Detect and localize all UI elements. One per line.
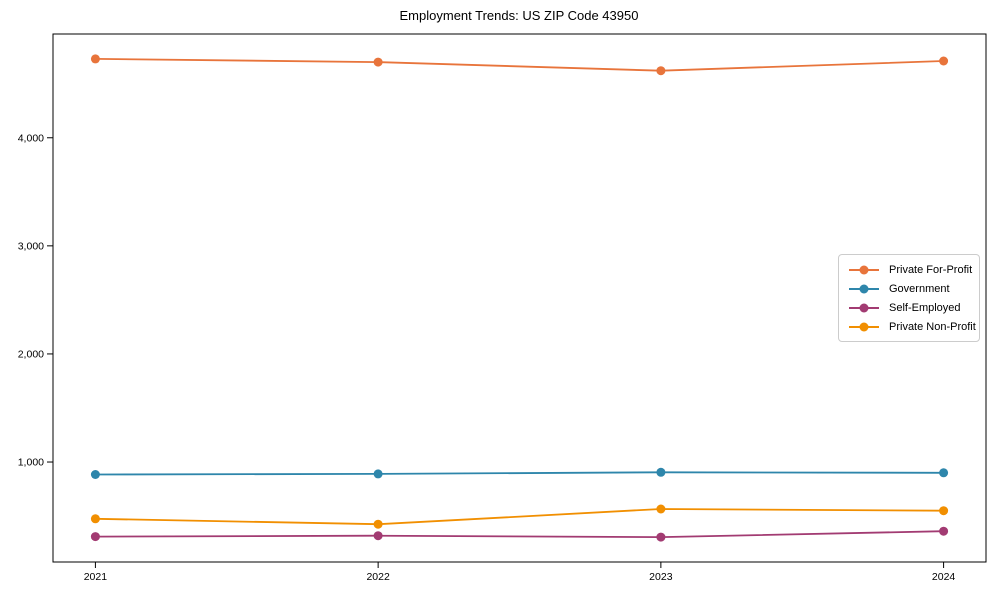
x-tick-label: 2024 bbox=[932, 571, 956, 583]
legend-dot-icon bbox=[859, 322, 869, 331]
legend-label: Private For-Profit bbox=[889, 263, 973, 276]
data-point bbox=[90, 532, 100, 542]
legend: Private For-Profit Government Self-Employe… bbox=[838, 254, 980, 342]
series-line-private-for-profit bbox=[94, 58, 945, 72]
x-tick-label: 2021 bbox=[84, 571, 108, 583]
x-tick-label: 2022 bbox=[366, 571, 390, 583]
data-point bbox=[656, 532, 666, 542]
data-point bbox=[373, 531, 383, 541]
legend-label: Government bbox=[889, 282, 950, 295]
data-point bbox=[373, 57, 383, 67]
data-point bbox=[939, 56, 949, 66]
y-tick-label: 4,000 bbox=[18, 132, 44, 144]
legend-dot-icon bbox=[859, 284, 869, 293]
data-point bbox=[939, 526, 949, 536]
data-point bbox=[656, 467, 666, 477]
legend-item: Private Non-Profit bbox=[845, 318, 976, 336]
data-point bbox=[90, 514, 100, 524]
data-point bbox=[656, 66, 666, 76]
plot-frame bbox=[52, 33, 987, 563]
chart-title: Employment Trends: US ZIP Code 43950 bbox=[400, 8, 639, 23]
legend-item: Private For-Profit bbox=[845, 261, 973, 279]
legend-line-marker-icon bbox=[849, 265, 879, 274]
data-point bbox=[90, 54, 100, 64]
data-point bbox=[373, 519, 383, 529]
legend-label: Private Non-Profit bbox=[889, 320, 976, 333]
legend-item: Self-Employed bbox=[845, 299, 973, 317]
y-tick-label: 2,000 bbox=[18, 348, 44, 360]
x-tick-label: 2023 bbox=[649, 571, 673, 583]
series-line-government bbox=[94, 471, 945, 476]
plot-area: 1,000 2,000 3,000 4,000 2021 2022 2023 2024 bbox=[18, 33, 987, 583]
legend-line-marker-icon bbox=[849, 303, 879, 312]
series-line-private-non-profit bbox=[94, 508, 945, 526]
legend-item: Government bbox=[845, 280, 973, 298]
y-tick-label: 3,000 bbox=[18, 240, 44, 252]
legend-dot-icon bbox=[859, 303, 869, 312]
data-point bbox=[373, 469, 383, 479]
legend-line-marker-icon bbox=[849, 284, 879, 293]
legend-label: Self-Employed bbox=[889, 301, 961, 314]
data-point bbox=[939, 468, 949, 478]
legend-line-marker-icon bbox=[849, 322, 879, 331]
data-point bbox=[939, 506, 949, 516]
data-point bbox=[90, 470, 100, 479]
y-tick-label: 1,000 bbox=[18, 457, 44, 469]
data-point bbox=[656, 504, 666, 514]
series-line-self-employed bbox=[94, 530, 945, 538]
legend-dot-icon bbox=[859, 265, 869, 274]
